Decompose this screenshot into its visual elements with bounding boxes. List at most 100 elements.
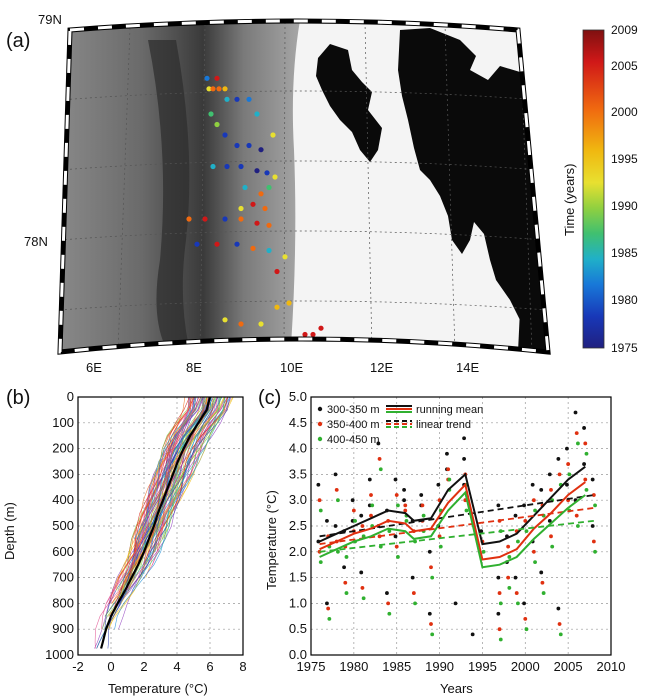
- linear-trend-line: [319, 494, 594, 538]
- panel-b-profiles: [94, 396, 234, 649]
- data-point: [420, 503, 425, 508]
- data-point: [582, 426, 586, 430]
- data-point: [430, 575, 435, 580]
- data-point: [593, 549, 597, 554]
- data-point: [317, 498, 322, 503]
- data-point: [462, 436, 466, 441]
- panel-c-legend: 300-350 m 350-400 m 400-450 m running me…: [317, 404, 483, 446]
- temperature-profile: [117, 396, 193, 591]
- cb-tick-1990: 1990: [611, 199, 638, 213]
- data-point: [325, 601, 329, 606]
- cb-tick-2009: 2009: [611, 23, 638, 37]
- panel-c-frame: [310, 396, 612, 656]
- station-point: [222, 86, 228, 92]
- data-point: [462, 457, 466, 461]
- data-point: [573, 410, 578, 415]
- station-point: [294, 348, 300, 352]
- land-south: [518, 304, 548, 352]
- station-point: [254, 111, 260, 117]
- data-point: [334, 487, 339, 492]
- x-tick-label: 1985: [382, 659, 411, 674]
- temperature-profile: [141, 396, 202, 527]
- y-tick-label: 800: [52, 595, 74, 610]
- data-point: [394, 493, 399, 497]
- station-point: [238, 163, 244, 170]
- data-point: [540, 580, 545, 585]
- station-point: [210, 163, 216, 170]
- data-point: [316, 482, 321, 487]
- station-point: [266, 247, 272, 254]
- data-point: [590, 524, 595, 528]
- data-point: [413, 601, 417, 606]
- colorbar: [582, 29, 605, 349]
- data-point: [421, 513, 426, 518]
- data-point: [377, 457, 382, 461]
- y-tick-label: 100: [52, 415, 74, 430]
- y-tick-label: 2.5: [289, 518, 307, 533]
- station-point: [262, 205, 268, 212]
- station-point: [224, 96, 230, 102]
- linear-trend-line: [319, 519, 594, 553]
- data-point: [514, 591, 519, 595]
- y-tick-label: 0: [67, 389, 74, 404]
- data-point: [513, 575, 518, 580]
- data-point: [370, 503, 375, 508]
- data-point: [506, 575, 511, 580]
- data-point: [369, 493, 373, 497]
- land-forlandet: [316, 44, 382, 162]
- data-point: [566, 462, 571, 466]
- station-point: [208, 111, 214, 117]
- panel-b-plot-bg: [78, 397, 243, 655]
- station-point: [238, 205, 244, 212]
- data-point: [533, 508, 537, 513]
- y-tick-label: 3.0: [289, 492, 307, 507]
- station-point: [234, 241, 240, 247]
- cb-tick-1975: 1975: [611, 341, 638, 355]
- data-point: [447, 477, 452, 482]
- lat-label-79n: 79N: [38, 12, 62, 27]
- station-point: [254, 168, 260, 174]
- data-point: [325, 518, 329, 523]
- temperature-profile: [133, 396, 190, 552]
- panel-b-yticks: 0 100 200 300 400 500 600 700 800 900 1000: [45, 389, 74, 662]
- data-point: [333, 524, 338, 528]
- legend-label-300-350: 300-350 m: [327, 404, 380, 416]
- legend-marker-350-400: [317, 421, 323, 427]
- legend-label-400-450: 400-450 m: [327, 434, 380, 446]
- land-spitsbergen: [398, 28, 548, 340]
- data-point: [565, 482, 569, 487]
- station-point: [306, 353, 311, 358]
- data-point: [396, 503, 400, 508]
- data-point: [353, 518, 357, 523]
- data-point: [402, 487, 406, 492]
- colorbar-ticks: 2009 2005 2000 1995 1990 1985 1980 1975: [611, 23, 638, 355]
- panel-b-xticks: -2 0 2 4 6 8: [72, 659, 246, 674]
- data-point: [350, 498, 355, 503]
- station-point: [214, 241, 220, 247]
- data-point: [530, 482, 535, 487]
- x-tick-label: 6: [206, 659, 213, 674]
- y-tick-label: 700: [52, 570, 74, 585]
- y-tick-label: 300: [52, 466, 74, 481]
- station-point: [266, 184, 272, 191]
- station-point: [234, 142, 240, 149]
- y-tick-label: 1.0: [289, 595, 307, 610]
- lon-label-8e: 8E: [186, 360, 202, 375]
- data-point: [558, 632, 563, 637]
- y-tick-label: 1000: [45, 647, 74, 662]
- temperature-profile: [126, 396, 195, 578]
- data-point: [507, 586, 512, 590]
- y-tick-label: 500: [52, 518, 74, 533]
- data-point: [565, 446, 569, 451]
- data-point: [387, 529, 392, 534]
- station-point: [270, 346, 276, 352]
- x-tick-label: 2000: [511, 659, 540, 674]
- station-point: [282, 254, 288, 260]
- station-point: [238, 216, 244, 222]
- x-tick-label: 1995: [468, 659, 497, 674]
- data-point: [402, 498, 406, 503]
- data-point: [438, 544, 443, 549]
- cb-tick-1985: 1985: [611, 246, 638, 260]
- data-point: [531, 549, 536, 554]
- y-tick-label: 4.5: [289, 415, 307, 430]
